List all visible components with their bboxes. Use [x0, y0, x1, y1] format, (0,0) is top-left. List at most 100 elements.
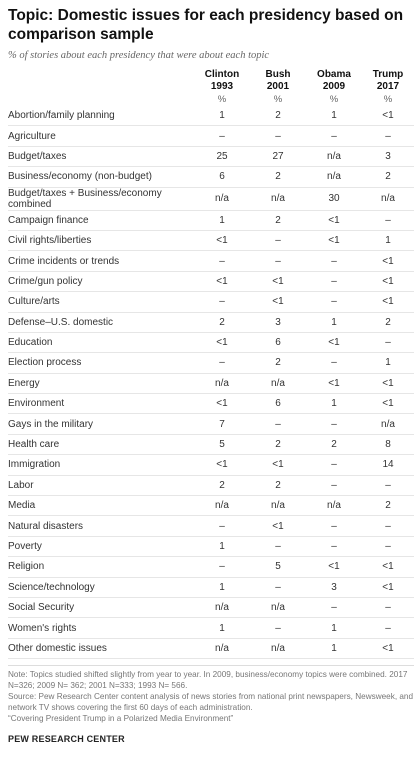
- cell-value: n/a: [194, 373, 250, 395]
- cell-value: –: [306, 475, 362, 497]
- topic-label: Other domestic issues: [8, 638, 194, 660]
- table-row: Energy n/a n/a <1 <1: [8, 373, 414, 395]
- notes: Note: Topics studied shifted slightly fr…: [8, 665, 414, 725]
- cell-value: –: [306, 536, 362, 558]
- source-text: Source: Pew Research Center content anal…: [8, 691, 414, 712]
- cell-value: 2: [306, 434, 362, 456]
- cell-value: –: [194, 291, 250, 313]
- cell-value: 2: [250, 210, 306, 231]
- cell-value: <1: [194, 271, 250, 293]
- cell-value: –: [362, 515, 414, 537]
- cell-value: <1: [194, 230, 250, 252]
- topic-label: Defense–U.S. domestic: [8, 312, 194, 333]
- cell-value: 25: [194, 146, 250, 168]
- topic-label: Health care: [8, 434, 194, 456]
- col-header-unit: %: [383, 94, 393, 105]
- table-row: Budget/taxes + Business/economy combined…: [8, 187, 414, 211]
- cell-value: 3: [250, 312, 306, 333]
- header-row-units: % % % %: [8, 93, 414, 106]
- cell-value: <1: [362, 577, 414, 598]
- cell-value: –: [362, 597, 414, 619]
- cell-value: 6: [194, 166, 250, 188]
- cell-value: 3: [306, 577, 362, 598]
- cell-value: <1: [362, 638, 414, 660]
- topic-label: Energy: [8, 373, 194, 395]
- cell-value: 2: [250, 106, 306, 127]
- table-row: Other domestic issues n/a n/a 1 <1: [8, 638, 414, 660]
- table-row: Science/technology 1–3 <1: [8, 577, 414, 598]
- cell-value: n/a: [250, 638, 306, 660]
- topic-label: Civil rights/liberties: [8, 230, 194, 252]
- cell-value: <1: [250, 291, 306, 313]
- topic-label: Business/economy (non-budget): [8, 166, 194, 188]
- cell-value: <1: [362, 291, 414, 313]
- cell-value: <1: [362, 250, 414, 272]
- cell-value: –: [362, 475, 414, 497]
- col-header-year: 2001: [266, 81, 290, 92]
- cell-value: –: [306, 597, 362, 619]
- table-row: Environment <1 6 1 <1: [8, 393, 414, 415]
- cell-value: –: [250, 536, 306, 558]
- cell-value: –: [306, 515, 362, 537]
- topic-label: Labor: [8, 475, 194, 497]
- cell-value: n/a: [306, 495, 362, 517]
- cell-value: –: [362, 536, 414, 558]
- table-row: Poverty 1– – –: [8, 536, 414, 558]
- topic-label: Immigration: [8, 454, 194, 476]
- cell-value: –: [194, 352, 250, 374]
- cell-value: 1: [194, 577, 250, 598]
- topic-table: Clinton Bush Obama Trump 1993 2001 2009 …: [8, 69, 414, 660]
- cell-value: 1: [194, 617, 250, 639]
- table-row: Crime incidents or trends – – – <1: [8, 250, 414, 272]
- topic-label: Media: [8, 495, 194, 517]
- cell-value: n/a: [194, 187, 250, 211]
- topic-label: Poverty: [8, 536, 194, 558]
- topic-label: Budget/taxes: [8, 146, 194, 168]
- cell-value: 1: [306, 393, 362, 415]
- table-row: Social Security n/a n/a – –: [8, 597, 414, 619]
- cell-value: 1: [194, 536, 250, 558]
- cell-value: n/a: [362, 413, 414, 435]
- cell-value: 1: [362, 352, 414, 374]
- cell-value: 14: [362, 454, 414, 476]
- cell-value: –: [306, 125, 362, 147]
- topic-label: Abortion/family planning: [8, 106, 194, 127]
- topic-label: Budget/taxes + Business/economy combined: [8, 187, 194, 211]
- table-row: Campaign finance 1 2 <1–: [8, 210, 414, 231]
- cell-value: 1: [194, 106, 250, 127]
- table-row: Labor 2 2– –: [8, 475, 414, 497]
- cell-value: n/a: [194, 638, 250, 660]
- cell-value: –: [362, 125, 414, 147]
- table-row: Women's rights 1–1–: [8, 617, 414, 639]
- cell-value: –: [362, 617, 414, 639]
- header-row-years: 1993 2001 2009 2017: [8, 81, 414, 93]
- cell-value: n/a: [250, 597, 306, 619]
- topic-label: Education: [8, 332, 194, 354]
- table-row: Immigration <1 <1–14: [8, 454, 414, 476]
- table-row: Abortion/family planning 1 2 1 <1: [8, 106, 414, 127]
- col-header-year: 2009: [322, 81, 346, 92]
- cell-value: 2: [250, 434, 306, 456]
- cell-value: 6: [250, 332, 306, 354]
- cell-value: n/a: [306, 166, 362, 188]
- col-header-unit: %: [329, 94, 339, 105]
- cell-value: –: [250, 617, 306, 639]
- cell-value: <1: [362, 373, 414, 395]
- topic-label: Religion: [8, 556, 194, 578]
- cell-value: 3: [362, 146, 414, 168]
- table-row: Budget/taxes 25 27 n/a 3: [8, 146, 414, 168]
- report-title: “Covering President Trump in a Polarized…: [8, 713, 234, 723]
- cell-value: –: [306, 291, 362, 313]
- table-row: Business/economy (non-budget) 6 2 n/a 2: [8, 166, 414, 188]
- table-row: Religion –5 <1 <1: [8, 556, 414, 578]
- cell-value: –: [250, 250, 306, 272]
- table-row: Defense–U.S. domestic 2 3 1 2: [8, 312, 414, 333]
- cell-value: –: [306, 271, 362, 293]
- cell-value: 2: [362, 312, 414, 333]
- cell-value: 27: [250, 146, 306, 168]
- brand-logo-text: PEW RESEARCH CENTER: [8, 733, 125, 744]
- cell-value: 30: [306, 187, 362, 211]
- cell-value: –: [194, 515, 250, 537]
- cell-value: <1: [194, 332, 250, 354]
- cell-value: 1: [306, 617, 362, 639]
